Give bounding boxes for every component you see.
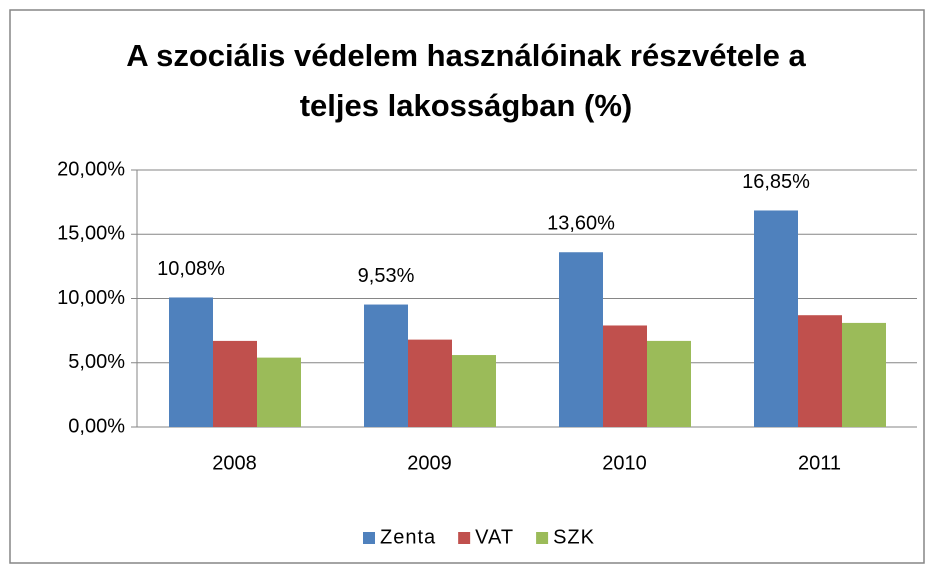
bar xyxy=(647,340,691,427)
bar xyxy=(603,325,647,427)
bar xyxy=(754,210,798,427)
legend-swatch xyxy=(363,532,375,544)
bar xyxy=(408,339,452,427)
bar xyxy=(257,357,301,427)
x-tick-label: 2008 xyxy=(212,452,257,474)
data-label: 16,85% xyxy=(742,171,810,193)
legend-swatch xyxy=(458,532,471,544)
y-tick-label: 15,00% xyxy=(57,223,125,245)
data-label: 10,08% xyxy=(157,258,225,280)
bar xyxy=(169,297,213,427)
legend-swatch xyxy=(536,532,549,544)
bar xyxy=(842,322,886,427)
legend-label: Zenta xyxy=(380,526,436,548)
bar xyxy=(559,252,603,427)
x-tick-label: 2011 xyxy=(798,452,841,474)
data-label: 13,60% xyxy=(547,213,615,235)
legend-label: SZK xyxy=(553,526,595,548)
chart-title: A szociális védelem használóinak részvét… xyxy=(126,38,806,73)
y-tick-label: 5,00% xyxy=(68,351,125,373)
bar xyxy=(798,315,842,427)
data-label: 9,53% xyxy=(358,265,415,287)
x-tick-label: 2009 xyxy=(407,452,452,474)
chart-title: teljes lakosságban (%) xyxy=(300,88,633,123)
y-tick-label: 0,00% xyxy=(68,415,125,437)
x-tick-label: 2010 xyxy=(602,452,647,474)
y-tick-label: 20,00% xyxy=(57,158,125,180)
bar xyxy=(452,355,496,427)
bar xyxy=(364,304,408,427)
legend-label: VAT xyxy=(475,526,514,548)
y-tick-label: 10,00% xyxy=(57,287,125,309)
bar xyxy=(213,340,257,427)
